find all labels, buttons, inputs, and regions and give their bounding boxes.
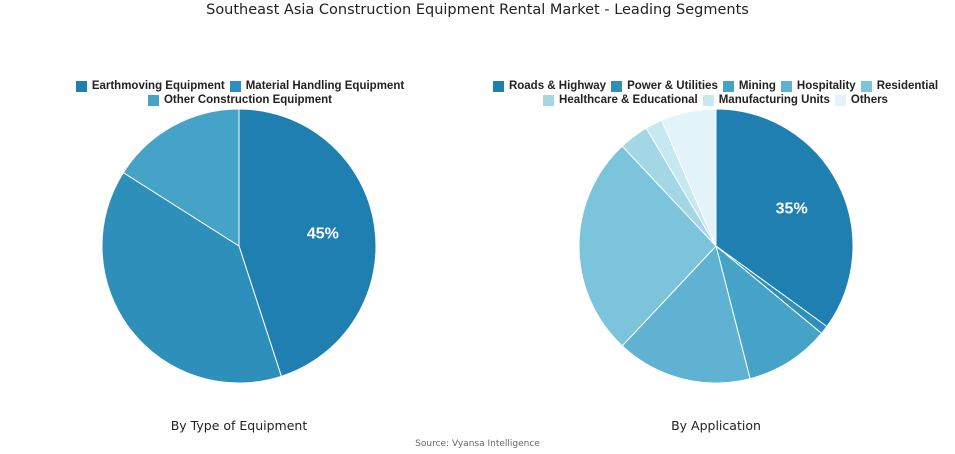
pie-slice-earthmoving-equipment bbox=[238, 108, 377, 377]
legend-swatch bbox=[75, 80, 87, 92]
legend-item-roads-and-highway: Roads & Highway bbox=[492, 80, 607, 92]
legend-label: Healthcare & Educational bbox=[559, 94, 698, 106]
slice-value-label: 35% bbox=[776, 200, 808, 217]
legend-item-other-construction-equipment: Other Construction Equipment bbox=[147, 94, 333, 106]
legend-item-mining: Mining bbox=[722, 80, 776, 92]
legend-item-manufacturing-units: Manufacturing Units bbox=[702, 94, 830, 106]
legend-swatch bbox=[492, 80, 504, 92]
slice-value-label: 45% bbox=[307, 226, 339, 243]
legend-label: Other Construction Equipment bbox=[163, 94, 333, 106]
pie-by-application: 35% bbox=[578, 108, 854, 384]
chart-title: Southeast Asia Construction Equipment Re… bbox=[206, 2, 749, 18]
legend-label: Mining bbox=[738, 80, 776, 92]
pie-slice-residential bbox=[578, 145, 717, 347]
pie-title-by-application: By Application bbox=[671, 418, 761, 433]
legend-by-application: Roads & Highway Power & Utilities Mining Ho… bbox=[488, 80, 943, 106]
legend-swatch bbox=[834, 94, 846, 106]
legend-swatch bbox=[702, 94, 714, 106]
legend-item-material-handling-equipment: Material Handling Equipment bbox=[229, 80, 405, 92]
legend-label: Roads & Highway bbox=[508, 80, 607, 92]
legend-label: Power & Utilities bbox=[627, 80, 718, 92]
pie-slice-material-handling-equipment bbox=[101, 171, 282, 384]
pie-slice-roads-and-highway bbox=[715, 108, 854, 328]
legend-by-type: Earthmoving Equipment Material Handling E… bbox=[60, 80, 420, 106]
legend-label: Residential bbox=[876, 80, 939, 92]
legend-label: Others bbox=[850, 94, 888, 106]
legend-label: Material Handling Equipment bbox=[245, 80, 405, 92]
legend-item-healthcare-and-educational: Healthcare & Educational bbox=[543, 94, 698, 106]
legend-swatch bbox=[780, 80, 792, 92]
pie-slice-others bbox=[660, 108, 717, 247]
legend-item-hospitality: Hospitality bbox=[780, 80, 856, 92]
legend-item-others: Others bbox=[834, 94, 888, 106]
legend-item-power-and-utilities: Power & Utilities bbox=[611, 80, 718, 92]
legend-item-earthmoving-equipment: Earthmoving Equipment bbox=[75, 80, 225, 92]
legend-swatch bbox=[543, 94, 555, 106]
legend-swatch bbox=[229, 80, 241, 92]
pie-slice-mining bbox=[715, 244, 823, 380]
legend-swatch bbox=[722, 80, 734, 92]
legend-label: Earthmoving Equipment bbox=[91, 80, 225, 92]
source-note: Source: Vyansa Intelligence bbox=[415, 439, 540, 449]
legend-swatch bbox=[611, 80, 623, 92]
pie-slice-hospitality bbox=[621, 244, 751, 384]
pie-slice-other-construction-equipment bbox=[122, 108, 240, 247]
pie-by-type: 45% bbox=[101, 108, 377, 384]
legend-item-residential: Residential bbox=[860, 80, 939, 92]
legend-label: Manufacturing Units bbox=[718, 94, 830, 106]
pie-title-by-type: By Type of Equipment bbox=[170, 418, 308, 433]
legend-swatch bbox=[147, 94, 159, 106]
legend-label: Hospitality bbox=[796, 80, 856, 92]
legend-swatch bbox=[860, 80, 872, 92]
